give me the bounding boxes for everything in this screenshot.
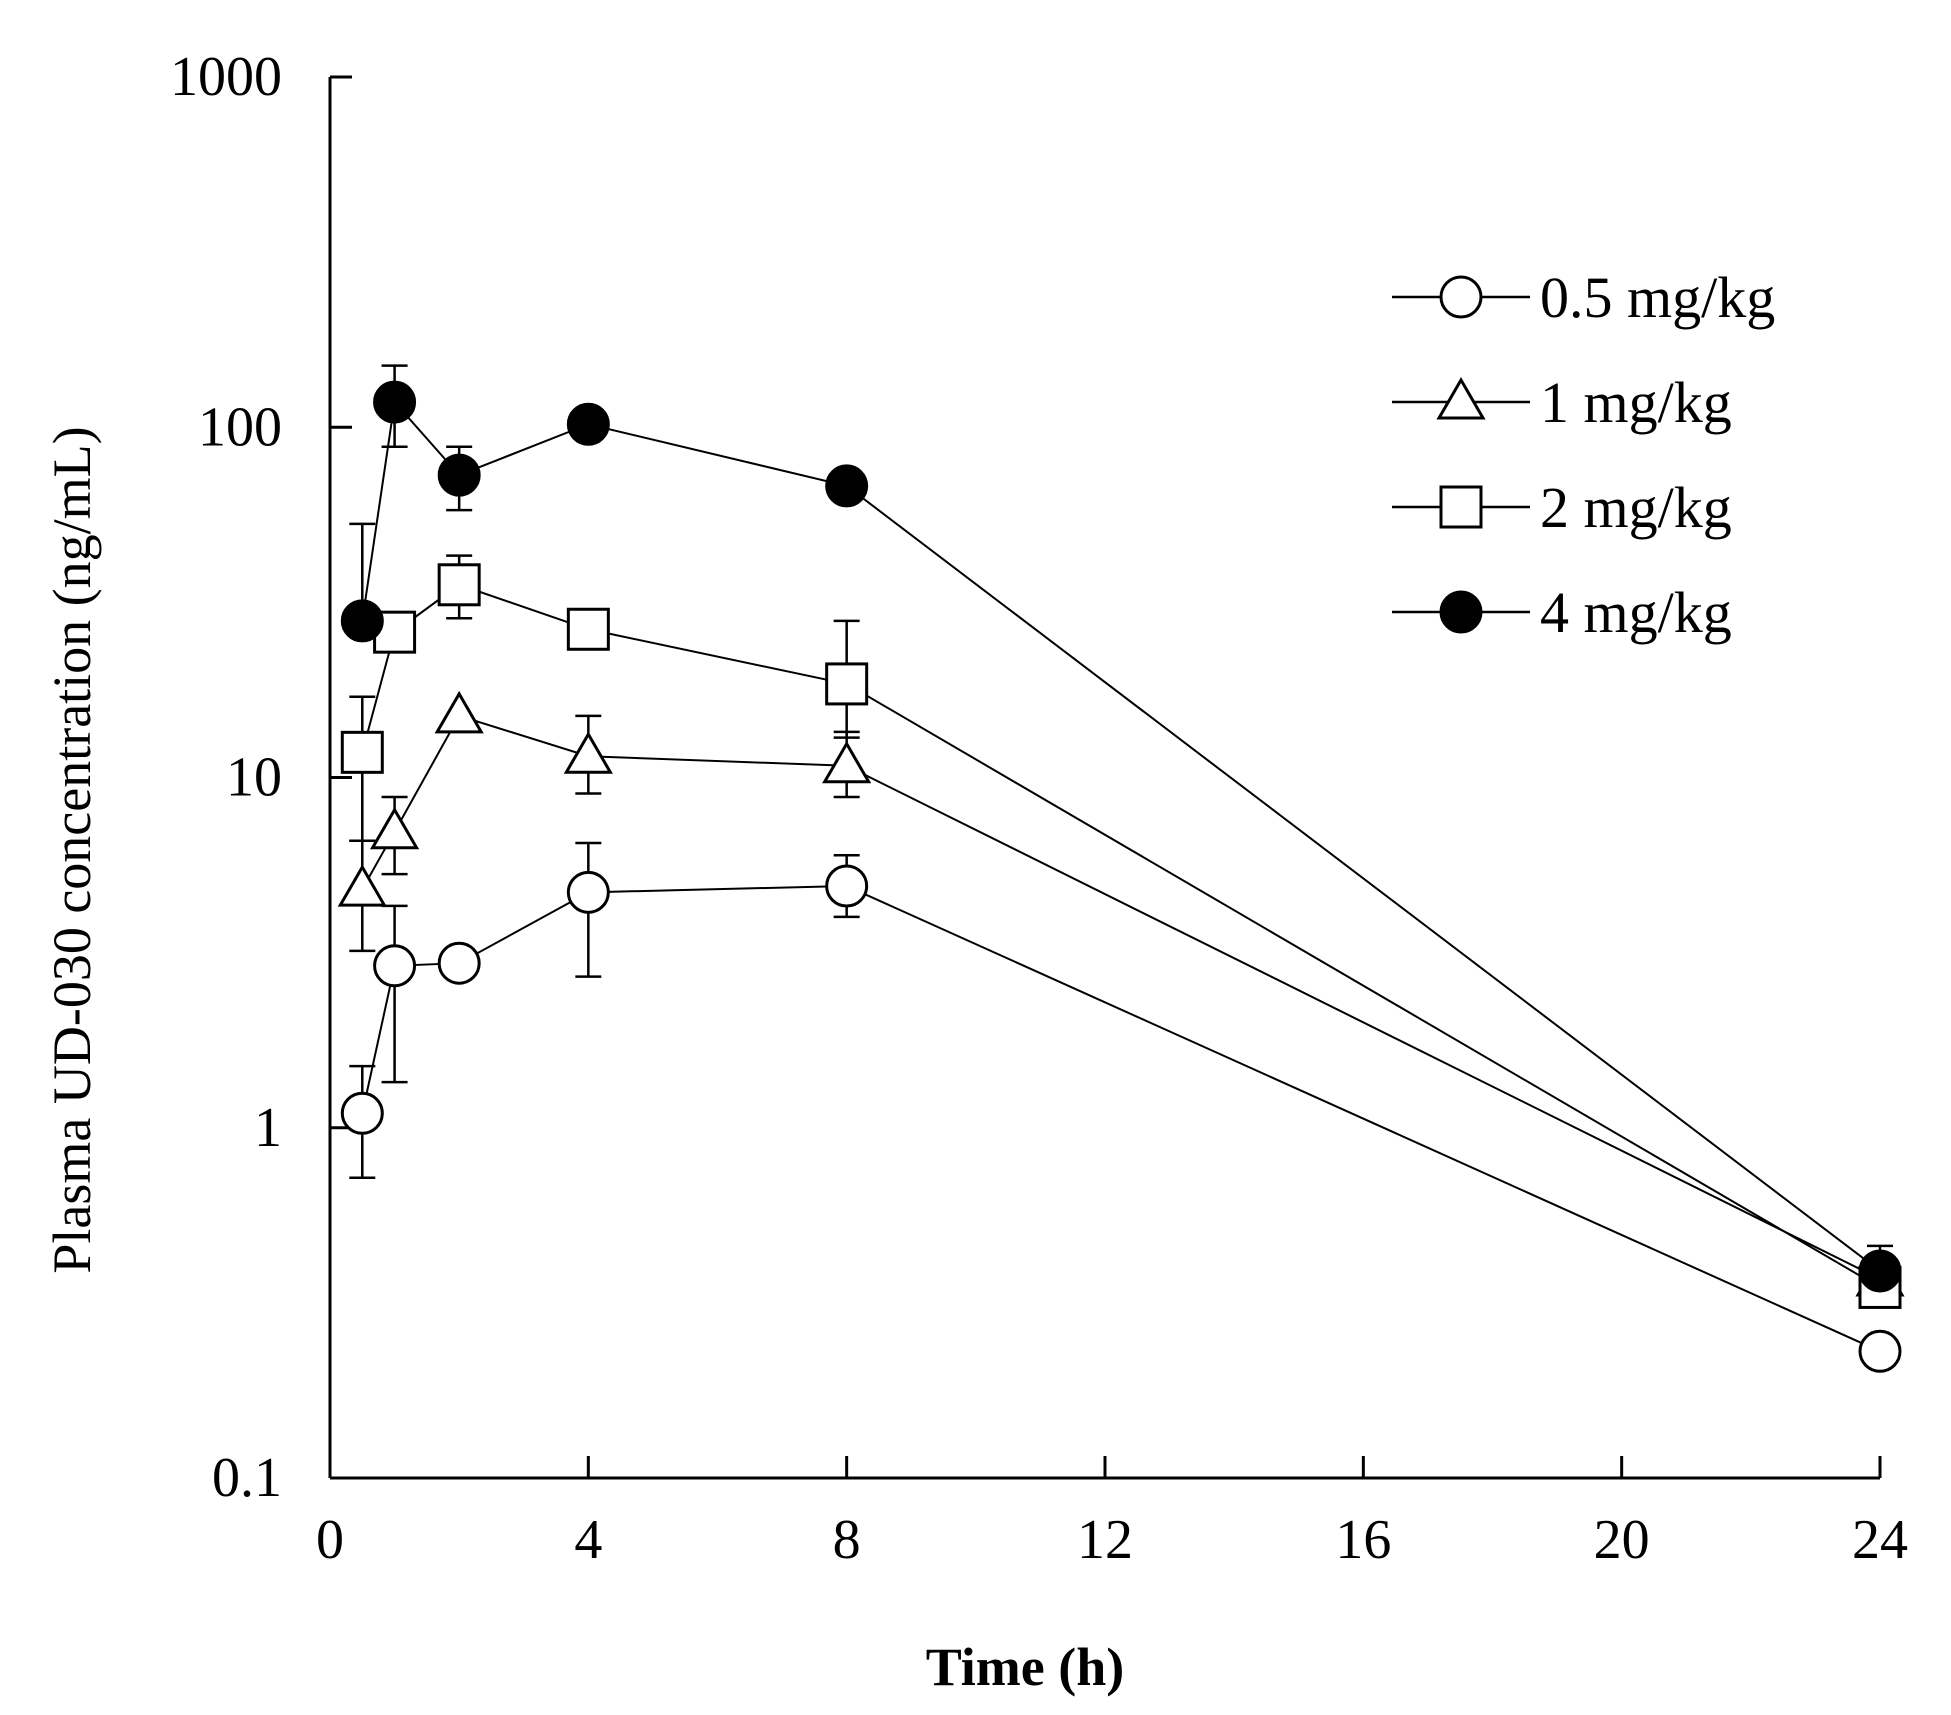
data-point (340, 599, 384, 643)
x-tick-label: 24 (1852, 1509, 1908, 1571)
legend-item: 0.5 mg/kg (1392, 265, 1775, 330)
series-line (361, 885, 1881, 1353)
legend-label: 0.5 mg/kg (1540, 265, 1775, 330)
legend-item: 4 mg/kg (1392, 580, 1732, 645)
legend-marker (1439, 590, 1483, 634)
y-tick-label: 0.1 (212, 1447, 282, 1509)
data-point (437, 941, 481, 985)
data-point (825, 662, 869, 706)
data-point (337, 864, 387, 907)
data-point (437, 563, 481, 607)
legend-item: 1 mg/kg (1392, 370, 1732, 435)
series-1-mg-kg (337, 690, 1905, 1297)
data-point (822, 740, 872, 784)
x-tick-label: 0 (316, 1509, 344, 1571)
legend-marker (1439, 485, 1483, 529)
data-point (566, 870, 610, 914)
x-tick-label: 12 (1077, 1509, 1133, 1571)
series-2-mg-kg (340, 554, 1902, 1309)
data-point (434, 690, 484, 734)
data-point (566, 607, 610, 651)
y-axis-title: Plasma UD-030 concentration (ng/mL) (42, 426, 102, 1273)
data-point (373, 380, 417, 424)
series-layer (337, 364, 1905, 1373)
data-point (1858, 1329, 1902, 1373)
data-point (825, 864, 869, 908)
data-point (563, 731, 613, 774)
legend-label: 1 mg/kg (1540, 370, 1732, 435)
legend-item: 2 mg/kg (1392, 475, 1732, 540)
x-tick-label: 8 (833, 1509, 861, 1571)
series-line (361, 583, 1881, 1289)
series-4-mg-kg (340, 364, 1902, 1293)
x-tick-label: 20 (1594, 1509, 1650, 1571)
x-tick-label: 4 (574, 1509, 602, 1571)
y-tick-label: 10 (226, 747, 282, 809)
data-point (340, 1091, 384, 1135)
data-point (566, 402, 610, 446)
data-point (369, 806, 420, 850)
series-line (361, 399, 1881, 1272)
data-point (373, 944, 417, 988)
legend: 0.5 mg/kg 1 mg/kg 2 mg/kg 4 mg/kg (1392, 265, 1775, 645)
y-tick-label: 1 (254, 1097, 282, 1159)
data-point (437, 453, 481, 497)
legend-label: 4 mg/kg (1540, 580, 1732, 645)
axes: 0.1 1 10 100 1000 0 4 8 12 16 20 24 (170, 46, 1908, 1571)
series-line (361, 714, 1881, 1280)
data-point (825, 464, 869, 508)
legend-marker (1436, 377, 1486, 420)
data-point (340, 730, 384, 774)
legend-marker (1439, 275, 1483, 319)
data-point (1858, 1249, 1902, 1293)
legend-label: 2 mg/kg (1540, 475, 1732, 540)
y-tick-label: 1000 (170, 46, 282, 108)
series-0-5-mg-kg (340, 841, 1902, 1373)
x-axis-title: Time (h) (926, 1637, 1125, 1697)
x-tick-label: 16 (1335, 1509, 1391, 1571)
y-tick-label: 100 (198, 396, 282, 458)
